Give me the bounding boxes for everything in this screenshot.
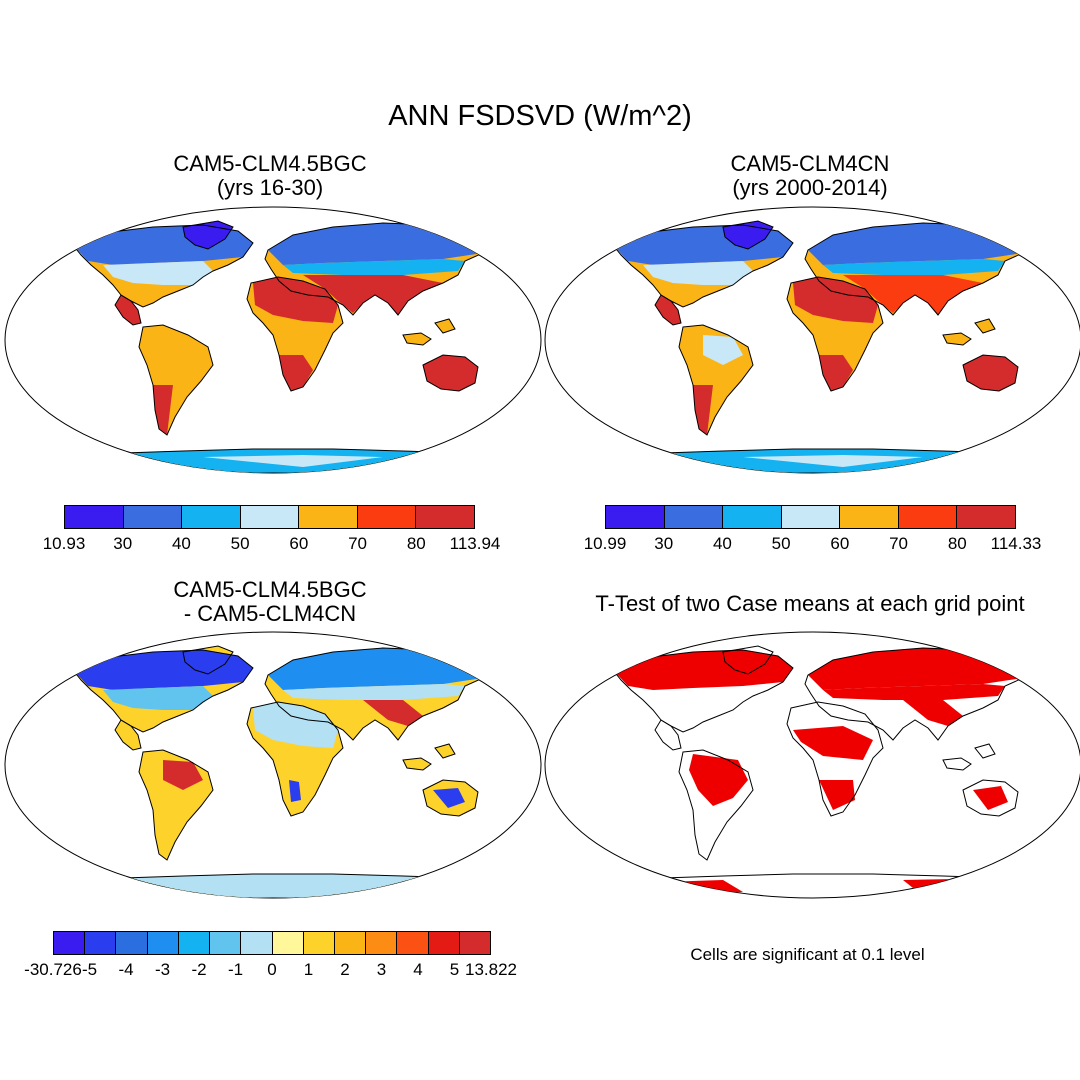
colorbar-panel2 — [605, 505, 1016, 529]
colorbar-swatch — [459, 932, 491, 954]
colorbar-tick-label: 113.94 — [449, 534, 501, 553]
colorbar-swatch — [723, 506, 782, 528]
colorbar-tick-label: 70 — [348, 534, 368, 553]
colorbar-swatch — [957, 506, 1016, 528]
colorbar-swatch — [210, 932, 242, 954]
colorbar-swatch — [357, 506, 417, 528]
colorbar-tick-label: 80 — [406, 534, 426, 553]
panel1-title-line1: CAM5-CLM4.5BGC — [173, 151, 367, 176]
colorbar-tick-label: 30 — [113, 534, 133, 553]
panel4-significance-note: Cells are significant at 0.1 level — [690, 945, 925, 964]
panel2-title-line2: (yrs 2000-2014) — [732, 175, 888, 200]
colorbar-swatch — [182, 506, 241, 528]
colorbar-swatch — [898, 506, 958, 528]
colorbar-tick-label: 4 — [413, 960, 423, 979]
colorbar-tick-label: 3 — [376, 960, 387, 979]
colorbar-tick-label: 114.33 — [990, 534, 1042, 553]
colorbar-tick-label: 50 — [771, 534, 791, 553]
colorbar-swatch — [65, 506, 124, 528]
colorbar-swatch — [272, 932, 304, 954]
colorbar-swatch — [781, 506, 841, 528]
colorbar-panel1 — [64, 505, 475, 529]
colorbar-tick-label: -30.726 — [24, 960, 82, 979]
colorbar-tick-label: 13.822 — [465, 960, 517, 979]
panel1-map — [4, 206, 542, 474]
colorbar-swatch — [85, 932, 117, 954]
colorbar-tick-label: -2 — [191, 960, 207, 979]
colorbar-tick-label: 10.99 — [583, 534, 627, 553]
colorbar-tick-label: 40 — [171, 534, 191, 553]
colorbar-tick-label: 60 — [830, 534, 850, 553]
colorbar-swatch — [416, 506, 475, 528]
colorbar-tick-label: -5 — [81, 960, 98, 979]
colorbar-tick-label: 80 — [947, 534, 967, 553]
panel3-title-line1: CAM5-CLM4.5BGC — [173, 577, 367, 602]
colorbar-swatch — [334, 932, 367, 954]
colorbar-tick-label: 1 — [303, 960, 314, 979]
figure-title: ANN FSDSVD (W/m^2) — [388, 100, 692, 132]
panel4-title: T-Test of two Case means at each grid po… — [545, 592, 1075, 616]
colorbar-tick-label: -1 — [227, 960, 244, 979]
panel4-title-line1: T-Test of two Case means at each grid po… — [595, 591, 1025, 616]
panel1-title: CAM5-CLM4.5BGC (yrs 16-30) — [95, 152, 445, 200]
colorbar-swatch — [178, 932, 211, 954]
colorbar-swatch — [299, 506, 358, 528]
colorbar-tick-label: 0 — [267, 960, 277, 979]
colorbar-swatch — [116, 932, 148, 954]
panel4-map — [544, 631, 1080, 899]
colorbar-swatch — [428, 932, 460, 954]
colorbar-tick-label: 70 — [889, 534, 909, 553]
colorbar-swatch — [54, 932, 86, 954]
colorbar-tick-label: 5 — [449, 960, 460, 979]
colorbar-swatch — [840, 506, 899, 528]
panel2-title-line1: CAM5-CLM4CN — [730, 151, 890, 176]
colorbar-panel3 — [53, 931, 491, 955]
colorbar-swatch — [147, 932, 179, 954]
colorbar-swatch — [123, 506, 183, 528]
panel3-title: CAM5-CLM4.5BGC - CAM5-CLM4CN — [95, 578, 445, 626]
colorbar-swatch — [664, 506, 724, 528]
colorbar-panel2-labels: 10.99 30 40 50 60 70 80 114.33 — [584, 534, 1042, 556]
panel3-map — [4, 631, 542, 899]
panel2-title: CAM5-CLM4CN (yrs 2000-2014) — [635, 152, 985, 200]
colorbar-swatch — [303, 932, 335, 954]
colorbar-panel1-labels: 10.93 30 40 50 60 70 80 113.94 — [43, 534, 501, 556]
colorbar-swatch — [241, 932, 273, 954]
colorbar-tick-label: -3 — [154, 960, 171, 979]
colorbar-swatch — [366, 932, 398, 954]
colorbar-panel3-labels: -30.726 -5 -4 -3 -2 -1 0 1 2 3 4 5 13.822 — [24, 960, 517, 982]
panel3-title-line2: - CAM5-CLM4CN — [183, 601, 357, 626]
colorbar-swatch — [240, 506, 300, 528]
colorbar-tick-label: 2 — [340, 960, 350, 979]
colorbar-tick-label: 10.93 — [42, 534, 86, 553]
panel1-title-line2: (yrs 16-30) — [216, 175, 324, 200]
colorbar-tick-label: 40 — [712, 534, 732, 553]
colorbar-swatch — [606, 506, 665, 528]
colorbar-tick-label: 50 — [230, 534, 250, 553]
colorbar-swatch — [397, 932, 429, 954]
panel2-map — [544, 206, 1080, 474]
colorbar-tick-label: -4 — [118, 960, 134, 979]
colorbar-tick-label: 30 — [654, 534, 674, 553]
colorbar-tick-label: 60 — [289, 534, 309, 553]
